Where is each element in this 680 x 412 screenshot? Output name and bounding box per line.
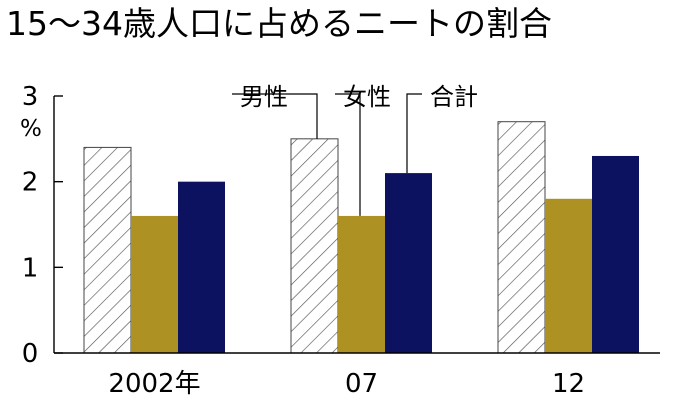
x-tick-labels: 2002年 07 12 xyxy=(108,369,585,399)
y-axis: % xyxy=(20,96,660,354)
legend-leader-0 xyxy=(232,93,318,139)
legend-label-1: 女性 xyxy=(343,83,391,111)
bar-s1-c2 xyxy=(545,198,592,353)
legend-label-0: 男性 xyxy=(240,83,288,111)
bar-s2-c1 xyxy=(385,173,432,353)
chart-title: 15〜34歳人口に占めるニートの割合 xyxy=(6,4,552,43)
y-tick-label-1: 1 xyxy=(22,253,39,283)
legend: 男性 女性 合計 xyxy=(232,83,478,216)
y-unit-label: % xyxy=(20,116,42,142)
bar-s1-c0 xyxy=(131,215,178,353)
legend-label-2: 合計 xyxy=(430,83,478,111)
bars-layer xyxy=(83,121,639,354)
bar-s0-c1 xyxy=(290,138,339,354)
y-tick-label-3: 3 xyxy=(22,82,39,112)
y-tick-label-0: 0 xyxy=(22,339,39,369)
x-tick-label-2: 12 xyxy=(552,369,585,399)
bar-s2-c0 xyxy=(178,181,225,353)
y-tick-label-2: 2 xyxy=(22,168,39,198)
bar-s2-c2 xyxy=(592,155,639,353)
y-ticks: 0 1 2 3 xyxy=(22,82,63,369)
bar-s0-c2 xyxy=(497,121,546,354)
bar-s0-c0 xyxy=(83,146,132,354)
x-tick-label-0: 2002年 xyxy=(108,369,200,399)
bar-s1-c1 xyxy=(338,215,385,353)
x-tick-label-1: 07 xyxy=(345,369,378,399)
legend-leader-2 xyxy=(406,93,422,174)
legend-leader-1 xyxy=(335,93,361,216)
